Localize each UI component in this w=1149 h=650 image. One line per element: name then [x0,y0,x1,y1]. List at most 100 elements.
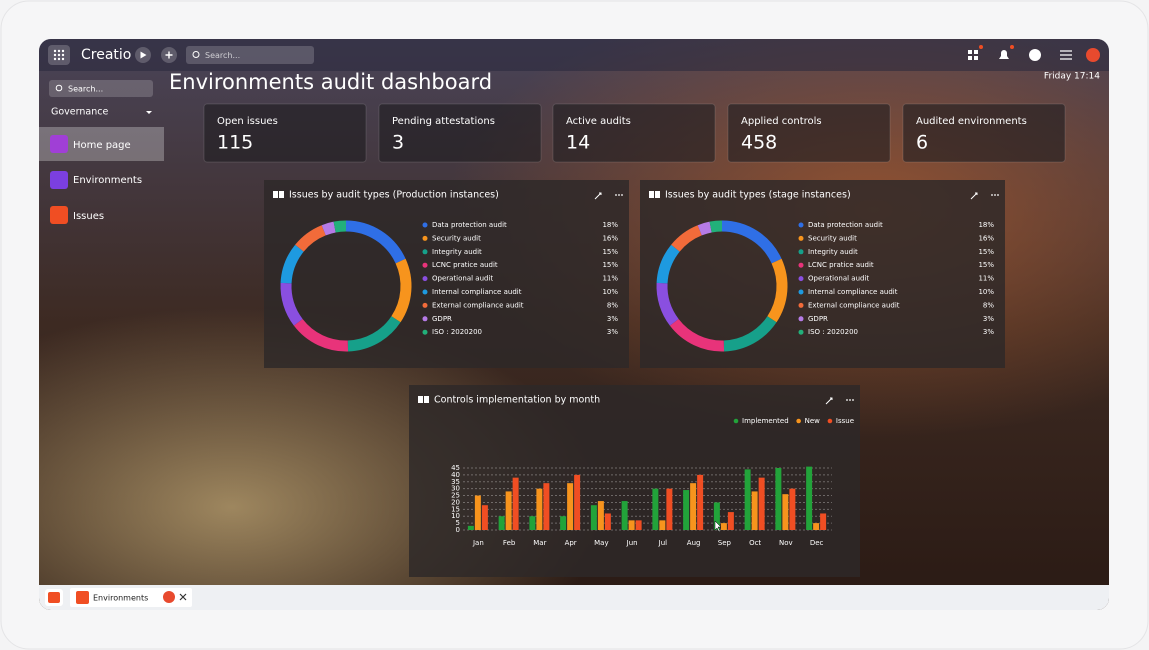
legend-swatch [798,222,804,228]
legend-value: 16% [978,234,994,242]
brand: Creatio [81,47,131,63]
legend-label: Integrity audit [808,248,858,256]
donut-segment [295,225,326,252]
nav-item[interactable]: Issues [73,211,104,222]
metric-value: 6 [916,132,928,154]
metric-value: 115 [217,132,253,154]
x-tick-label: Oct [749,539,761,547]
legend-value: 11% [978,275,994,283]
donut-segment [669,318,725,352]
bar [529,516,536,530]
tab[interactable] [70,588,192,607]
x-tick-label: Jun [626,539,638,547]
expand-icon[interactable] [970,192,978,200]
legend-value: 3% [607,328,618,336]
donut-segment [656,244,680,284]
y-tick-label: 25 [451,492,460,500]
search-icon [192,51,200,58]
book-icon [649,191,660,198]
legend-swatch [422,222,428,228]
section-selector[interactable]: Governance [51,107,108,118]
bar [481,505,488,530]
metric-card[interactable] [552,103,716,163]
bar [628,520,635,530]
tab-icon [76,591,89,604]
nav-item[interactable]: Home page [73,140,131,151]
legend-label: Issue [836,417,854,425]
legend-label: GDPR [808,315,828,323]
bar [659,520,666,530]
donut-segment [333,220,347,233]
bar [536,488,543,530]
bar [597,501,604,530]
y-tick-label: 20 [451,498,460,506]
legend-value: 3% [607,315,618,323]
x-tick-label: Apr [565,539,577,547]
donut-segment [293,318,349,352]
legend-label: Security audit [808,234,857,242]
expand-icon[interactable] [825,397,833,405]
bar [567,483,574,530]
legend-swatch [422,289,428,295]
metric-card[interactable] [203,103,367,163]
bar [744,469,751,530]
x-tick-label: Nov [779,539,793,547]
legend-value: 15% [978,261,994,269]
search-box[interactable] [186,46,314,64]
legend-label: ISO : 2020200 [808,328,858,336]
expand-icon[interactable] [594,192,602,200]
x-tick-label: Feb [503,539,516,547]
legend-label: External compliance audit [432,301,524,309]
donut-segment [347,315,401,352]
legend-label: Operational audit [808,275,869,283]
donut-segment [721,220,782,264]
y-tick-label: 15 [451,505,460,513]
bar [560,516,567,530]
donut-segment [767,258,788,323]
metric-label: Active audits [566,116,631,127]
metric-card[interactable] [902,103,1066,163]
donut-segment [723,315,777,352]
legend-label: Security audit [432,234,481,242]
legend-swatch [422,235,428,241]
bar [806,466,813,530]
menu-dot [849,399,851,401]
legend-swatch [798,316,804,322]
close-tab[interactable] [179,593,187,601]
x-tick-label: Jan [472,539,484,547]
bar [727,512,734,530]
bar [498,516,505,530]
x-tick-label: Sep [718,539,732,547]
nav-item[interactable]: Environments [73,175,142,186]
donut-segment [345,220,406,264]
bar [505,491,512,530]
home-icon [50,135,68,153]
sidebar-search-placeholder: Search... [68,85,103,94]
start-icon [48,592,60,603]
bar [543,483,550,530]
bar [621,501,628,530]
legend-value: 11% [602,275,618,283]
legend-label: ISO : 2020200 [432,328,482,336]
chart-title: Issues by audit types (stage instances) [665,190,851,201]
metric-value: 458 [741,132,777,154]
bar [690,483,697,530]
legend-label: LCNC pratice audit [808,261,874,269]
menu-dot [997,194,999,196]
legend-value: 10% [978,288,994,296]
metric-label: Applied controls [741,116,822,127]
legend-swatch [422,249,428,255]
metric-card[interactable] [727,103,891,163]
metric-card[interactable] [378,103,542,163]
legend-value: 8% [607,301,618,309]
chart-title: Controls implementation by month [434,395,600,406]
sidebar-search[interactable] [49,80,153,97]
bar [574,474,581,530]
donut-segment [280,282,303,326]
y-tick-label: 40 [451,471,460,479]
legend-value: 10% [602,288,618,296]
y-tick-label: 5 [456,519,460,527]
cursor [714,520,722,533]
issues-icon [50,206,68,224]
